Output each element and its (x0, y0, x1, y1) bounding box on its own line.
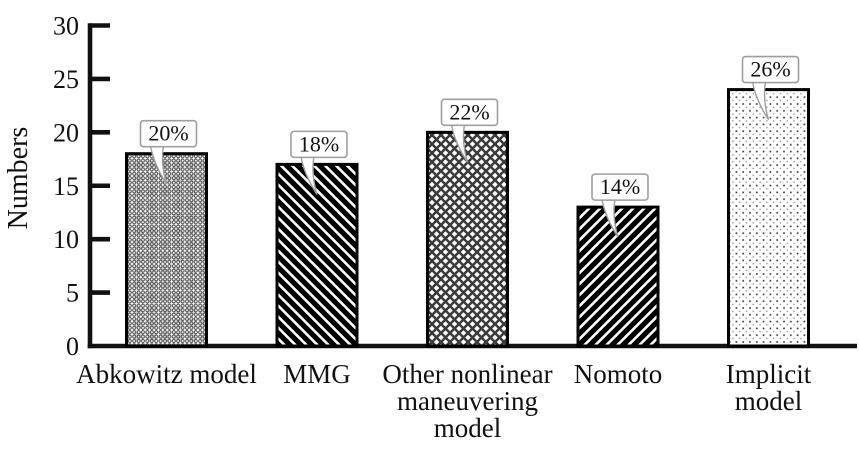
bars (125, 88, 810, 348)
callout-tail (450, 123, 469, 163)
bar-other-nonlinear-maneuvering-model (426, 130, 509, 348)
y-tick-label-25: 25 (53, 65, 79, 94)
y-tick-label-10: 10 (53, 225, 79, 254)
callout-percent-label: 14% (600, 174, 640, 199)
callout-abkowitz-model: 20% (139, 119, 198, 185)
callout-box (591, 173, 649, 201)
bar-mmg (275, 162, 359, 348)
y-tick-label-20: 20 (53, 118, 79, 147)
callout-box (440, 98, 499, 127)
callout-nomoto: 14% (591, 173, 649, 238)
callout-implicit-model: 26% (741, 55, 800, 120)
y-axis-title: Numbers (3, 127, 34, 230)
y-tick-label-15: 15 (53, 172, 79, 201)
callout-percent-label: 22% (449, 99, 489, 124)
callout-other-nonlinear-maneuvering-model: 22% (440, 98, 499, 163)
callout-tail (601, 198, 619, 238)
callout-percent-label: 26% (750, 57, 790, 82)
callout-tail (751, 80, 770, 120)
y-tick-label-5: 5 (66, 279, 79, 308)
y-tick-label-30: 30 (53, 12, 79, 41)
bar-abkowitz-model (125, 152, 208, 348)
callout-mmg: 18% (290, 130, 348, 195)
callout-percent-label: 20% (148, 121, 188, 146)
x-category-label-implicit-model: Implicit model (726, 359, 812, 416)
category-labels: Abkowitz model MMG Other nonlinear maneuver… (76, 359, 812, 443)
callout-tail (149, 145, 168, 185)
callouts: 20% 18% 22% 14% 26% (139, 55, 800, 238)
bar-implicit-model (727, 88, 810, 348)
x-category-label-nomoto: Nomoto (574, 359, 663, 389)
axes: 0 5 10 15 20 25 30 (53, 12, 857, 361)
callout-tail (300, 155, 318, 195)
bar-nomoto (576, 205, 660, 348)
callout-box (290, 130, 348, 159)
callout-percent-label: 18% (299, 131, 339, 156)
x-category-label-mmg: MMG (283, 359, 351, 389)
y-tick-label-0: 0 (66, 332, 79, 361)
x-category-label-abkowitz-model: Abkowitz model (76, 359, 257, 389)
callout-box (741, 55, 800, 84)
callout-box (139, 119, 198, 148)
x-category-label-other-nonlinear-maneuvering-model: Other nonlinear maneuvering model (382, 359, 552, 443)
